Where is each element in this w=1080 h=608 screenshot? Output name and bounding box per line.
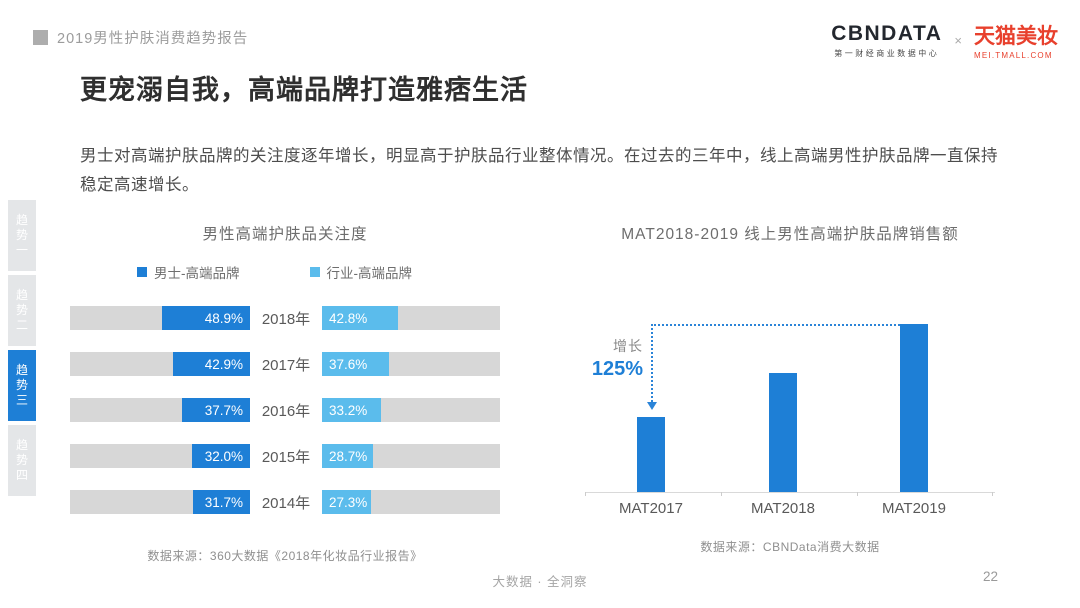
year-label: 2017年	[261, 356, 311, 374]
logo-separator-icon: ×	[954, 32, 962, 48]
year-label: 2015年	[261, 448, 311, 466]
tornado-row: 31.7% 2014年 27.3%	[70, 490, 500, 514]
growth-annotation-value: 125%	[591, 358, 643, 380]
industry-bar: 42.8%	[322, 306, 399, 330]
report-title: 2019男性护肤消费趋势报告	[57, 31, 249, 47]
tornado-row: 32.0% 2015年 28.7%	[70, 444, 500, 468]
legend-swatch-male	[137, 267, 147, 277]
sales-chart-section: MAT2018-2019 线上男性高端护肤品牌销售额 增长 125% MAT20…	[585, 222, 995, 555]
male-bar-track: 32.0%	[70, 444, 250, 468]
industry-bar-track: 28.7%	[322, 444, 500, 468]
axis-tick	[992, 492, 993, 496]
male-bar: 31.7%	[192, 490, 250, 514]
industry-bar-track: 42.8%	[322, 306, 500, 330]
tmall-wordmark: 天猫美妆	[974, 25, 1058, 48]
industry-bar: 27.3%	[322, 490, 371, 514]
legend-label-male: 男士-高端品牌	[154, 266, 240, 281]
tmall-subtitle: MEI.TMALL.COM	[974, 51, 1053, 60]
legend-item-industry: 行业-高端品牌	[309, 262, 413, 282]
year-label: 2018年	[261, 310, 311, 328]
right-chart-source: 数据来源：CBNData消费大数据	[700, 540, 880, 554]
footer-slogan: 大数据 · 全洞察	[492, 575, 588, 589]
tmall-beauty-logo: 天猫美妆 MEI.TMALL.COM	[974, 20, 1058, 60]
growth-annotation-label: 增长	[613, 338, 643, 354]
axis-tick	[857, 492, 858, 496]
left-chart-title: 男性高端护肤品关注度	[202, 226, 368, 243]
body-text: 男士对高端护肤品牌的关注度逐年增长，明显高于护肤品行业整体情况。在过去的三年中，…	[80, 147, 998, 194]
attention-chart-section: 男性高端护肤品关注度 男士-高端品牌 行业-高端品牌 48.9% 2018年 42.…	[70, 222, 500, 564]
male-bar-track: 42.9%	[70, 352, 250, 376]
sidebar-tab-trend-3[interactable]: 趋势三	[8, 350, 36, 421]
sales-bar-mat2017	[637, 417, 665, 492]
industry-bar-track: 27.3%	[322, 490, 500, 514]
legend-item-male: 男士-高端品牌	[137, 262, 240, 282]
page-title: 更宠溺自我，高端品牌打造雅痞生活	[80, 75, 528, 105]
tornado-row: 37.7% 2016年 33.2%	[70, 398, 500, 422]
header-bullet-square	[33, 30, 48, 45]
male-bar-track: 37.7%	[70, 398, 250, 422]
cbndata-wordmark: CBNDATA	[831, 21, 943, 45]
growth-arrow-vertical	[651, 324, 653, 402]
industry-bar: 33.2%	[322, 398, 382, 422]
sales-bar-mat2019	[900, 324, 928, 492]
column-category-label: MAT2017	[619, 500, 683, 517]
male-bar: 42.9%	[172, 352, 250, 376]
column-category-label: MAT2019	[882, 500, 946, 517]
tornado-row: 48.9% 2018年 42.8%	[70, 306, 500, 330]
header-bar: 2019男性护肤消费趋势报告	[33, 27, 248, 48]
column-chart-labels: MAT2017 MAT2018 MAT2019	[585, 500, 995, 520]
growth-arrow-horizontal	[651, 324, 900, 326]
axis-tick	[585, 492, 586, 496]
sidebar-tab-trend-1[interactable]: 趋势一	[8, 200, 36, 271]
male-bar-track: 48.9%	[70, 306, 250, 330]
growth-arrow-head-icon	[647, 402, 657, 410]
sidebar: 趋势一趋势二趋势三趋势四	[8, 200, 36, 496]
male-bar-track: 31.7%	[70, 490, 250, 514]
column-chart: 增长 125%	[585, 324, 995, 496]
axis-tick	[721, 492, 722, 496]
tornado-chart: 48.9% 2018年 42.8% 42.9% 2017年 37.6% 37.7% 2016年…	[70, 306, 500, 514]
page-number: 22	[983, 569, 999, 584]
sidebar-tab-trend-4[interactable]: 趋势四	[8, 425, 36, 496]
industry-bar: 28.7%	[322, 444, 374, 468]
right-chart-title: MAT2018-2019 线上男性高端护肤品牌销售额	[621, 226, 959, 243]
tornado-row: 42.9% 2017年 37.6%	[70, 352, 500, 376]
male-bar: 48.9%	[161, 306, 250, 330]
column-category-label: MAT2018	[751, 500, 815, 517]
chart-legend: 男士-高端品牌 行业-高端品牌	[137, 262, 500, 282]
industry-bar: 37.6%	[322, 352, 389, 376]
sales-bar-mat2018	[769, 373, 797, 492]
cbndata-subtitle: 第一财经商业数据中心	[834, 48, 940, 58]
cbndata-logo: CBNDATA 第一财经商业数据中心	[831, 22, 942, 59]
male-bar: 37.7%	[182, 398, 250, 422]
year-label: 2014年	[261, 494, 311, 512]
logo-group: CBNDATA 第一财经商业数据中心 × 天猫美妆 MEI.TMALL.COM	[831, 20, 1058, 61]
growth-annotation: 增长 125%	[573, 336, 643, 381]
left-chart-source: 数据来源：360大数据《2018年化妆品行业报告》	[147, 549, 423, 563]
male-bar: 32.0%	[192, 444, 250, 468]
legend-swatch-industry	[309, 267, 320, 277]
legend-label-industry: 行业-高端品牌	[326, 266, 413, 281]
year-label: 2016年	[261, 402, 311, 420]
industry-bar-track: 33.2%	[322, 398, 500, 422]
industry-bar-track: 37.6%	[322, 352, 500, 376]
sidebar-tab-trend-2[interactable]: 趋势二	[8, 275, 36, 346]
